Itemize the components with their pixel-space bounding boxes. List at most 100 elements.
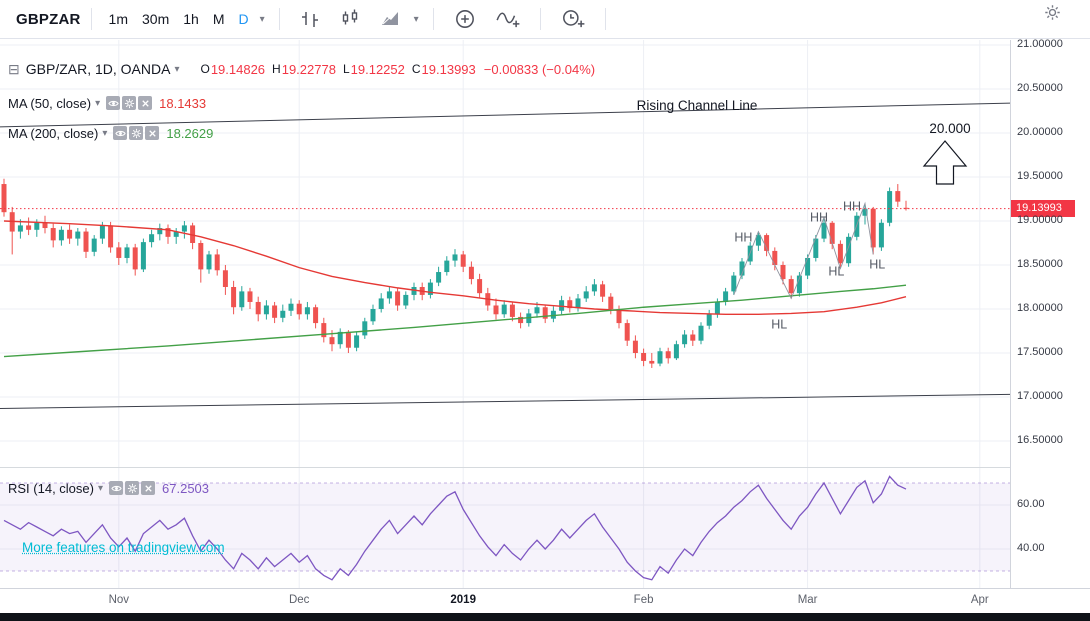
toolbar-divider [539, 8, 541, 30]
ma200-chevron-down-icon[interactable]: ▾ [102, 127, 108, 139]
alert-clock-plus-icon [562, 10, 585, 28]
close-icon [141, 99, 149, 107]
swing-zigzag-line [733, 201, 874, 300]
swing-label: HL [869, 257, 885, 271]
time-axis-label: Dec [288, 594, 310, 606]
ma200-legend: MA (200, close) ▾ 18.2629 [8, 122, 213, 144]
swing-label: HH [843, 199, 861, 213]
series-title[interactable]: GBP/ZAR, 1D, OANDA [25, 61, 171, 77]
rsi-label[interactable]: RSI (14, close) [8, 480, 94, 496]
low-label: L [342, 62, 350, 76]
price-axis-label: 21.00000 [1017, 38, 1063, 50]
ma50-line [3, 220, 907, 315]
price-axis[interactable]: 19.13993 21.00000 20.50000 20.00000 19.5000… [1010, 38, 1090, 613]
bars-style-icon [301, 12, 318, 27]
pane-divider[interactable] [0, 467, 1090, 468]
rsi-visibility-button[interactable] [109, 481, 124, 495]
time-axis-label: Mar [797, 594, 818, 606]
ma200-visibility-button[interactable] [113, 126, 128, 140]
gear-icon [124, 97, 135, 109]
time-axis-label: Nov [108, 594, 130, 606]
close-value: 19.13993 [421, 61, 476, 77]
price-axis-label: 19.50000 [1017, 170, 1063, 182]
ma200-settings-button[interactable] [129, 126, 144, 140]
collapse-pane-icon[interactable]: ⊟ [8, 60, 20, 77]
ma200-line [3, 284, 907, 358]
rsi-legend: RSI (14, close) ▾ 67.2503 [8, 477, 209, 499]
ma50-remove-button[interactable] [138, 96, 153, 110]
interval-1M-button[interactable]: M [212, 11, 225, 27]
price-axis-label: 18.50000 [1017, 258, 1063, 270]
alert-button[interactable] [551, 7, 595, 31]
toolbar-divider [278, 8, 280, 30]
tradingview-watermark-link[interactable]: More features on tradingview.com [22, 540, 225, 555]
low-value: 19.12252 [350, 61, 405, 77]
interval-chevron-down-icon[interactable]: ▾ [259, 13, 265, 25]
candlestick-series [1, 178, 909, 368]
ma200-value: 18.2629 [166, 125, 214, 141]
rsi-value: 67.2503 [162, 480, 210, 496]
time-axis-label: Feb [633, 594, 654, 606]
area-style-button[interactable] [370, 8, 410, 30]
style-chevron-down-icon[interactable]: ▾ [413, 13, 419, 25]
swing-label: HH [734, 231, 752, 245]
interval-1D-button[interactable]: D [238, 11, 249, 27]
series-chevron-down-icon[interactable]: ▾ [174, 63, 180, 75]
interval-30m-button[interactable]: 30m [142, 11, 170, 27]
top-toolbar: GBPZAR 1m 30m 1h M D ▾ ▾ [0, 0, 1090, 39]
ma50-settings-button[interactable] [122, 96, 137, 110]
rsi-chevron-down-icon[interactable]: ▾ [97, 482, 104, 494]
price-axis-label: 16.50000 [1017, 434, 1063, 446]
price-axis-label: 19.00000 [1017, 214, 1063, 226]
rsi-axis-label: 40.00 [1017, 542, 1045, 554]
interval-1h-button[interactable]: 1h [183, 11, 199, 27]
gear-icon [1045, 5, 1060, 20]
swing-label: HL [771, 317, 787, 331]
area-style-icon [381, 11, 398, 25]
time-axis[interactable]: Nov Dec 2019 Feb Mar Apr [0, 588, 1090, 613]
close-icon [144, 484, 152, 492]
price-axis-label: 17.00000 [1017, 390, 1063, 402]
ma50-label[interactable]: MA (50, close) [8, 95, 92, 111]
close-label: C [411, 62, 421, 76]
ma50-value: 18.1433 [159, 95, 207, 111]
indicators-line-plus-icon [496, 12, 520, 28]
swing-label: HH [810, 210, 828, 224]
high-value: 19.22778 [281, 61, 336, 77]
compare-plus-icon [455, 10, 474, 28]
ma50-legend: MA (50, close) ▾ 18.1433 [8, 92, 206, 114]
up-arrow-annotation[interactable] [922, 140, 968, 185]
chart-settings-button[interactable] [1044, 4, 1061, 26]
swing-label: HL [828, 265, 844, 279]
price-axis-label: 18.00000 [1017, 302, 1063, 314]
ohlc-values: O 19.14826 H 19.22778 L 19.12252 C 19.13993 … [193, 62, 595, 77]
indicators-button[interactable] [486, 7, 530, 31]
ma50-chevron-down-icon[interactable]: ▾ [95, 97, 101, 109]
channel-label: Rising Channel Line [637, 98, 758, 113]
candles-style-icon [342, 9, 357, 25]
rsi-settings-button[interactable] [125, 481, 140, 495]
price-axis-label: 17.50000 [1017, 346, 1063, 358]
open-value: 19.14826 [210, 61, 266, 77]
ma50-visibility-button[interactable] [106, 96, 121, 110]
ma200-label[interactable]: MA (200, close) [8, 125, 99, 141]
gear-icon [131, 127, 142, 139]
change-value: −0.00833 (−0.04%) [483, 61, 596, 77]
channel-trendline [0, 102, 1010, 128]
price-axis-label: 20.50000 [1017, 82, 1063, 94]
symbol-button[interactable]: GBPZAR [16, 10, 81, 28]
rsi-remove-button[interactable] [141, 481, 156, 495]
interval-1m-button[interactable]: 1m [108, 11, 128, 27]
ma200-remove-button[interactable] [145, 126, 160, 140]
toolbar-divider [604, 8, 606, 30]
eye-icon [110, 485, 122, 491]
price-axis-label: 20.00000 [1017, 126, 1063, 138]
compare-button[interactable] [444, 7, 486, 31]
window-bottom-edge [0, 613, 1090, 621]
channel-trendline [0, 393, 1010, 409]
candles-style-button[interactable] [330, 8, 370, 30]
bars-style-button[interactable] [290, 8, 330, 30]
toolbar-divider [432, 8, 434, 30]
